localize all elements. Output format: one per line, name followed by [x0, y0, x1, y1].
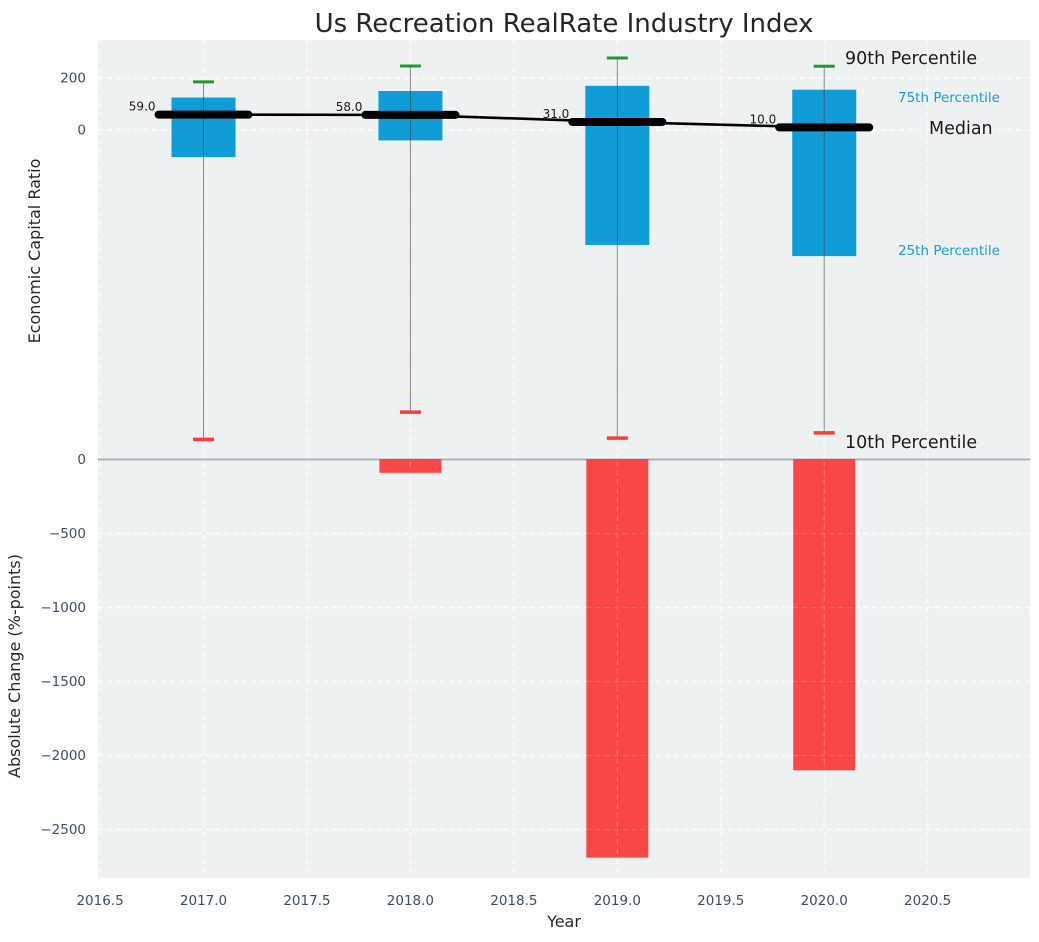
y-axis-label-top: Economic Capital Ratio [25, 159, 44, 344]
y-axis-label-bottom: Absolute Change (%-points) [5, 554, 24, 778]
x-tick-label: 2018.5 [490, 893, 537, 909]
legend-90th-percentile: 90th Percentile [845, 49, 977, 69]
x-tick-label: 2016.5 [76, 893, 123, 909]
y-tick-label-bottom: −500 [49, 526, 86, 542]
y-tick-label-bottom: −2000 [40, 748, 86, 764]
change-bar [586, 459, 649, 858]
median-value-label: 31.0 [543, 107, 570, 121]
median-value-label: 59.0 [129, 100, 156, 114]
median-value-label: 10.0 [750, 112, 777, 126]
y-tick-label-top: 200 [60, 71, 86, 87]
x-axis-label: Year [546, 912, 581, 931]
y-tick-label-bottom: −2500 [40, 822, 86, 838]
plot-area: 59.0 58.0 31.0 10.0 200 0 0 −500 −1000 −1500 −2000… [40, 40, 1030, 909]
median-value-label: 58.0 [336, 100, 363, 114]
x-tick-label: 2017.5 [283, 893, 330, 909]
x-tick-label: 2019.5 [697, 893, 744, 909]
x-tick-label: 2019.0 [594, 893, 641, 909]
x-tick-label: 2020.0 [801, 893, 848, 909]
legend-25th-percentile: 25th Percentile [898, 243, 1000, 259]
change-bar [793, 459, 856, 771]
legend-75th-percentile: 75th Percentile [898, 90, 1000, 106]
y-tick-label-bottom: 0 [77, 452, 86, 468]
y-tick-label-bottom: −1000 [40, 600, 86, 616]
change-bar [379, 459, 442, 473]
legend-10th-percentile: 10th Percentile [845, 433, 977, 453]
x-tick-label: 2017.0 [180, 893, 227, 909]
x-tick-label: 2020.5 [904, 893, 951, 909]
x-tick-label: 2018.0 [387, 893, 434, 909]
chart-title: Us Recreation RealRate Industry Index [315, 9, 814, 39]
legend-median: Median [929, 119, 993, 139]
y-tick-label-top: 0 [77, 123, 86, 139]
y-tick-label-bottom: −1500 [40, 674, 86, 690]
median-line [203, 113, 825, 129]
